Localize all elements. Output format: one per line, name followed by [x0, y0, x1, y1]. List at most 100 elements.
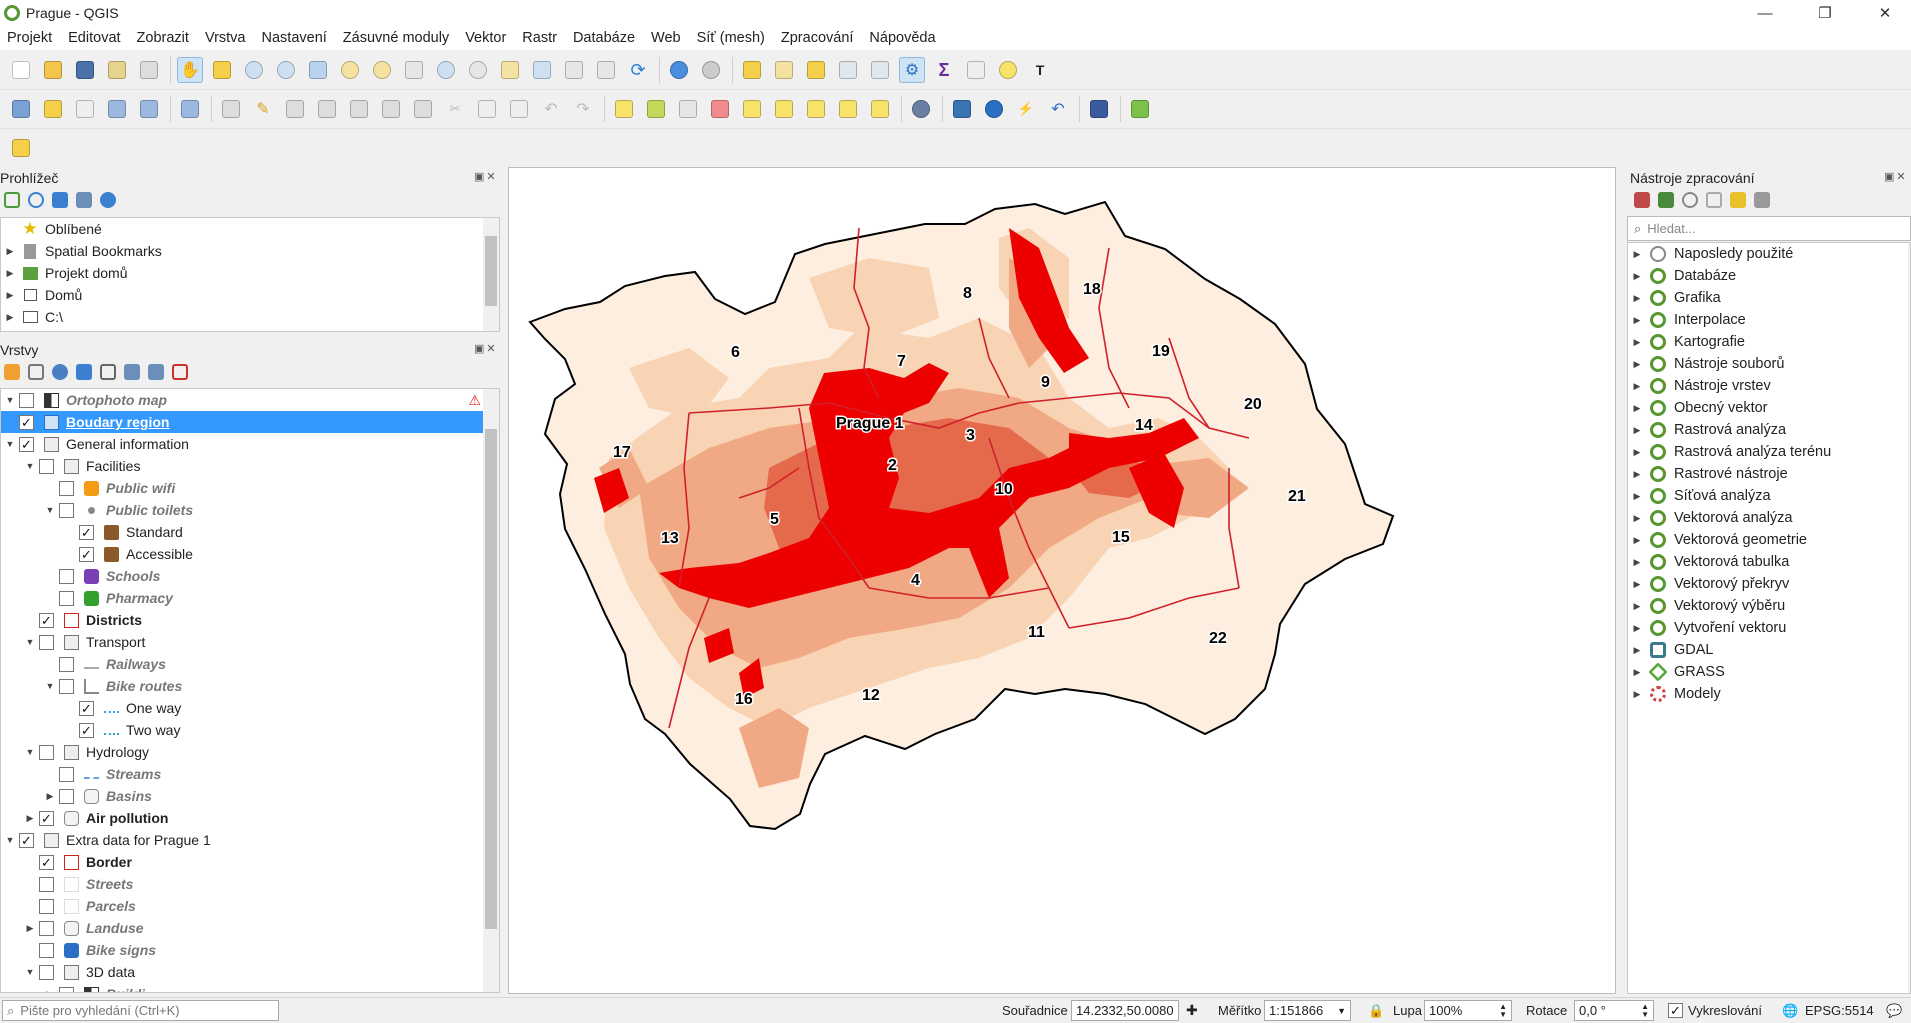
processing-group-vektorova-tabulka[interactable]: ▶ Vektorová tabulka: [1628, 551, 1910, 573]
visibility-checkbox[interactable]: ✓: [39, 810, 54, 826]
expander-arrow[interactable]: ▶: [1633, 468, 1641, 479]
processing-scrollbar[interactable]: [1908, 243, 1910, 993]
menu-editovat[interactable]: Editovat: [68, 30, 121, 46]
expander-arrow[interactable]: ▶: [1633, 534, 1641, 545]
processing-group-interpolace[interactable]: ▶ Interpolace: [1628, 309, 1910, 331]
browser-item-favorites[interactable]: ★ Oblíbené: [22, 219, 102, 238]
scroll-thumb[interactable]: [485, 236, 497, 306]
pan-tool-button[interactable]: ✋: [177, 57, 203, 83]
menu-vektor[interactable]: Vektor: [465, 30, 507, 46]
layer-row-transport[interactable]: ▼ Transport: [1, 631, 499, 653]
refresh-button[interactable]: ⟳: [630, 59, 646, 80]
layer-row-streets[interactable]: Streets: [1, 873, 499, 895]
visibility-checkbox[interactable]: ✓: [79, 524, 94, 540]
expander-arrow[interactable]: ▶: [1633, 666, 1641, 677]
layer-row-landuse[interactable]: ▶ Landuse: [1, 917, 499, 939]
processing-group-nastroje-vrstev[interactable]: ▶ Nástroje vrstev: [1628, 375, 1910, 397]
rotation-spinbox[interactable]: 0,0 ° ▲ ▼: [1574, 1000, 1654, 1021]
delete-selected-button[interactable]: [410, 96, 436, 122]
visibility-checkbox[interactable]: [59, 502, 74, 518]
new-shapefile-button[interactable]: [72, 96, 98, 122]
processing-group-rastrova-analyza-terenu[interactable]: ▶ Rastrová analýza terénu: [1628, 441, 1910, 463]
expander-arrow[interactable]: ▶: [1633, 556, 1641, 567]
visibility-checkbox[interactable]: [59, 568, 74, 584]
layer-row-3d-data[interactable]: ▼ 3D data: [1, 961, 499, 983]
locator-search-input[interactable]: ⌕ Pište pro vyhledání (Ctrl+K): [2, 1000, 279, 1021]
map-tips-button[interactable]: [995, 57, 1021, 83]
label-diagram-button[interactable]: [643, 96, 669, 122]
reload-plugin-button[interactable]: [1127, 96, 1153, 122]
expander-arrow[interactable]: ▶: [1633, 490, 1641, 501]
expander-arrow[interactable]: ▶: [1633, 446, 1641, 457]
plugin-manager-button[interactable]: [908, 96, 934, 122]
expander-arrow[interactable]: ▶: [1633, 314, 1641, 325]
expander-arrow[interactable]: ▶: [1633, 600, 1641, 611]
expander-arrow[interactable]: ▼: [45, 681, 55, 691]
layer-row-public-toilets[interactable]: ▼ Public toilets: [1, 499, 499, 521]
layer-row-parcels[interactable]: Parcels: [1, 895, 499, 917]
menu-vrstva[interactable]: Vrstva: [204, 30, 246, 46]
menu-rastr[interactable]: Rastr: [522, 30, 557, 46]
filter-legend-icon[interactable]: [76, 364, 92, 380]
expander-arrow[interactable]: ▶: [41, 989, 59, 993]
menu-zasuvne-moduly[interactable]: Zásuvné moduly: [342, 30, 450, 46]
visibility-checkbox[interactable]: [59, 590, 74, 606]
visibility-checkbox[interactable]: ✓: [39, 612, 54, 628]
expander-arrow[interactable]: ▼: [25, 967, 35, 977]
crs-label[interactable]: EPSG:5514: [1805, 1003, 1874, 1018]
zoom-native-button[interactable]: [401, 57, 427, 83]
collapse-all-icon[interactable]: [76, 192, 92, 208]
magic-wand-button[interactable]: ⚡: [1017, 101, 1035, 116]
layer-row-border[interactable]: ✓ Border: [1, 851, 499, 873]
filter-expression-icon[interactable]: [100, 364, 116, 380]
change-label-button[interactable]: [835, 96, 861, 122]
move-feature-button[interactable]: [346, 96, 372, 122]
visibility-checkbox[interactable]: [39, 898, 54, 914]
expander-arrow[interactable]: ▶: [26, 812, 34, 823]
new-project-button[interactable]: [8, 57, 34, 83]
show-hide-labels-button[interactable]: [771, 96, 797, 122]
layer-row-standard[interactable]: ✓ Standard: [1, 521, 499, 543]
layer-row-two-way[interactable]: ✓ Two way: [1, 719, 499, 741]
layer-row-air-pollution[interactable]: ▶ ✓ Air pollution: [1, 807, 499, 829]
visibility-checkbox[interactable]: ✓: [19, 414, 34, 430]
pin-labels-button[interactable]: [675, 96, 701, 122]
identify-button[interactable]: [666, 57, 692, 83]
processing-group-vytvoreni-vektoru[interactable]: ▶ Vytvoření vektoru: [1628, 617, 1910, 639]
collapse-all-icon[interactable]: [148, 364, 164, 380]
visibility-checkbox[interactable]: [59, 656, 74, 672]
expander-arrow[interactable]: ▶: [1633, 578, 1641, 589]
layer-row-schools[interactable]: Schools: [1, 565, 499, 587]
style-manager-icon[interactable]: [4, 364, 20, 380]
select-by-value-button[interactable]: [771, 57, 797, 83]
options-icon[interactable]: [1754, 192, 1770, 208]
processing-group-obecny-vektor[interactable]: ▶ Obecný vektor: [1628, 397, 1910, 419]
zoom-to-selection-button[interactable]: [337, 57, 363, 83]
expander-arrow[interactable]: ▶: [1633, 512, 1641, 523]
menu-zpracovani[interactable]: Zpracování: [780, 30, 854, 46]
expander-arrow[interactable]: ▶: [26, 922, 34, 933]
browser-item-drive[interactable]: ▶ C:\: [1, 306, 499, 328]
expander[interactable]: ▶: [6, 311, 14, 322]
expander[interactable]: ▶: [6, 267, 14, 278]
layer-row-accessible[interactable]: ✓ Accessible: [1, 543, 499, 565]
highlight-labels-button[interactable]: [707, 96, 733, 122]
zoom-next-button[interactable]: [465, 57, 491, 83]
expander-arrow[interactable]: ▶: [1633, 248, 1641, 259]
zoom-to-layer-button[interactable]: [369, 57, 395, 83]
processing-group-vektorova-geometrie[interactable]: ▶ Vektorová geometrie: [1628, 529, 1910, 551]
layer-row-general-information[interactable]: ▼ ✓ General information: [1, 433, 499, 455]
processing-group-modely[interactable]: ▶ Modely: [1628, 683, 1910, 705]
layer-row-extra-data-for-prague-1[interactable]: ▼ ✓ Extra data for Prague 1: [1, 829, 499, 851]
new-map-view-button[interactable]: [497, 57, 523, 83]
copy-features-button[interactable]: [474, 96, 500, 122]
zoom-full-button[interactable]: [305, 57, 331, 83]
undo-history-button[interactable]: ↶: [1051, 101, 1065, 118]
magnifier-spinbox[interactable]: 100% ▲ ▼: [1424, 1000, 1512, 1021]
processing-dock-controls[interactable]: ▣✕: [1884, 171, 1908, 183]
processing-group-sitova-analyza[interactable]: ▶ Síťová analýza: [1628, 485, 1910, 507]
visibility-checkbox[interactable]: [59, 678, 74, 694]
expander-arrow[interactable]: ▶: [1633, 336, 1641, 347]
expander-arrow[interactable]: ▼: [5, 835, 15, 845]
layer-row-one-way[interactable]: ✓ One way: [1, 697, 499, 719]
